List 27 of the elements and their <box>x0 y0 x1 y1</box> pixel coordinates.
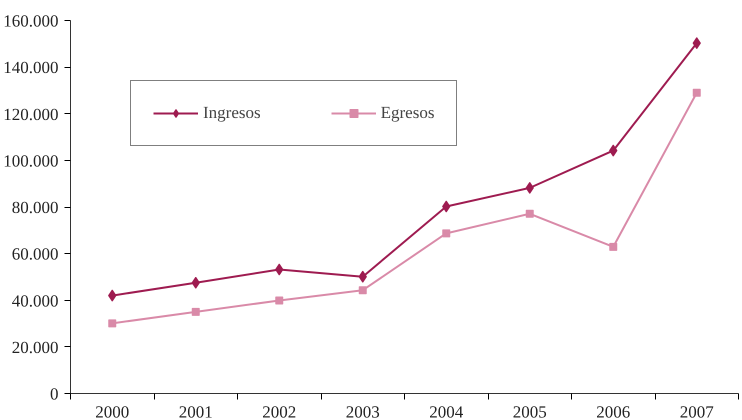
y-tick-label: 20.000 <box>12 338 58 357</box>
point <box>609 242 618 251</box>
x-tick-label: 2005 <box>512 402 547 420</box>
point <box>692 88 701 97</box>
point <box>526 210 534 218</box>
x-tick-label: 2001 <box>178 402 213 420</box>
y-tick-label: 60.000 <box>12 244 58 264</box>
x-tick-label: 2003 <box>346 402 380 420</box>
x-tick-label: 2007 <box>680 402 714 420</box>
legend-label: Ingresos <box>203 103 261 123</box>
y-tick-label: 120.000 <box>3 104 58 124</box>
point <box>108 319 116 328</box>
point <box>358 286 367 294</box>
y-tick-label: 160.000 <box>3 12 58 30</box>
x-tick-label: 2000 <box>95 402 130 420</box>
x-tick-label: 2004 <box>429 402 464 420</box>
legend-label: Egresos <box>380 103 434 123</box>
point <box>442 229 450 238</box>
x-tick-label: 2002 <box>262 402 296 420</box>
y-tick-label: 140.000 <box>3 58 58 78</box>
y-tick-label: 40.000 <box>12 291 58 310</box>
y-tick-label: 0 <box>50 384 58 404</box>
point <box>275 296 284 304</box>
y-tick-label: 100.000 <box>3 151 58 170</box>
x-tick-label: 2006 <box>596 402 630 420</box>
point <box>192 308 200 316</box>
y-tick-label: 80.000 <box>12 198 58 217</box>
